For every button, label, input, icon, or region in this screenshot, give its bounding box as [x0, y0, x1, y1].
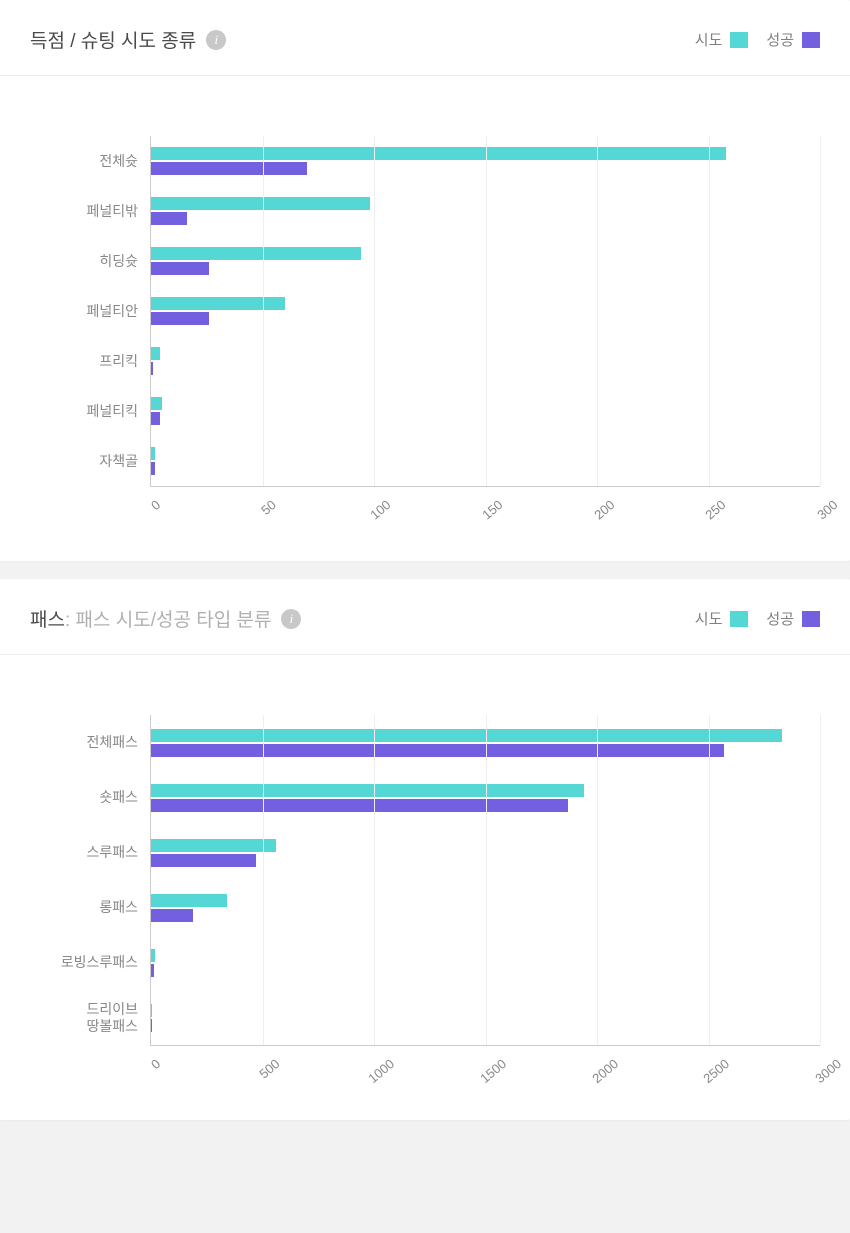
x-tick-label: 250	[703, 497, 729, 522]
x-tick-label: 3000	[812, 1056, 844, 1086]
y-axis-label: 롱패스	[30, 880, 150, 935]
gridline	[709, 715, 710, 1045]
info-icon[interactable]: i	[281, 609, 301, 629]
gridline	[820, 715, 821, 1045]
y-axis-label: 히딩슛	[30, 236, 150, 286]
y-axis-label: 자책골	[30, 436, 150, 486]
y-axis-labels: 전체패스숏패스스루패스롱패스로빙스루패스드리이브땅볼패스	[30, 715, 150, 1046]
card-title: 패스 : 패스 시도/성공 타입 분류 i	[30, 605, 301, 632]
title-subtext: : 패스 시도/성공 타입 분류	[65, 605, 271, 632]
gridlines	[151, 136, 820, 486]
title-text: 패스	[30, 605, 65, 632]
y-axis-label: 스루패스	[30, 825, 150, 880]
y-axis-label: 드리이브땅볼패스	[30, 990, 150, 1045]
swatch-success	[802, 611, 820, 627]
legend: 시도 성공	[695, 608, 820, 629]
swatch-attempt	[730, 611, 748, 627]
h-chart: 전체패스숏패스스루패스롱패스로빙스루패스드리이브땅볼패스	[30, 715, 820, 1046]
chart-area: 전체패스숏패스스루패스롱패스로빙스루패스드리이브땅볼패스 0 500 1000 150…	[0, 655, 850, 1120]
gridline	[597, 715, 598, 1045]
y-axis-label: 페널티밖	[30, 186, 150, 236]
gridline	[374, 715, 375, 1045]
x-tick-label: 150	[479, 497, 505, 522]
legend-item-attempt: 시도	[695, 29, 749, 50]
x-tick-label: 100	[368, 497, 394, 522]
pass-chart-card: 패스 : 패스 시도/성공 타입 분류 i 시도 성공 전체패스숏패스스루패스롱…	[0, 579, 850, 1120]
legend-item-success: 성공	[766, 608, 820, 629]
x-tick-label: 0	[148, 1056, 163, 1072]
x-tick-label: 2500	[701, 1056, 733, 1086]
y-axis-label: 프리킥	[30, 336, 150, 386]
h-chart: 전체슛페널티밖히딩슛페널티안프리킥페널티킥자책골	[30, 136, 820, 487]
x-tick-label: 2000	[589, 1056, 621, 1086]
scoring-chart-card: 득점 / 슈팅 시도 종류 i 시도 성공 전체슛페널티밖히딩슛페널티안프리킥페…	[0, 0, 850, 561]
legend-label-attempt: 시도	[695, 29, 723, 50]
card-header: 득점 / 슈팅 시도 종류 i 시도 성공	[0, 0, 850, 76]
y-axis-label: 전체패스	[30, 715, 150, 770]
legend-item-attempt: 시도	[695, 608, 749, 629]
x-tick-label: 1000	[366, 1056, 398, 1086]
x-axis: 050100150200250300	[150, 487, 820, 521]
y-axis-label: 페널티안	[30, 286, 150, 336]
y-axis-label: 숏패스	[30, 770, 150, 825]
legend-label-success: 성공	[766, 29, 794, 50]
legend-item-success: 성공	[766, 29, 820, 50]
x-tick-label: 500	[256, 1056, 282, 1081]
y-axis-labels: 전체슛페널티밖히딩슛페널티안프리킥페널티킥자책골	[30, 136, 150, 487]
card-header: 패스 : 패스 시도/성공 타입 분류 i 시도 성공	[0, 579, 850, 655]
title-text: 득점 / 슈팅 시도 종류	[30, 26, 196, 53]
card-title: 득점 / 슈팅 시도 종류 i	[30, 26, 226, 53]
x-tick-label: 200	[591, 497, 617, 522]
x-tick-label: 0	[148, 497, 163, 513]
gridline	[486, 715, 487, 1045]
gridline	[263, 136, 264, 486]
gridline	[374, 136, 375, 486]
gridlines	[151, 715, 820, 1045]
y-axis-label: 전체슛	[30, 136, 150, 186]
legend: 시도 성공	[695, 29, 820, 50]
info-icon[interactable]: i	[206, 30, 226, 50]
plot-area	[150, 715, 820, 1046]
swatch-attempt	[730, 32, 748, 48]
gridline	[709, 136, 710, 486]
chart-area: 전체슛페널티밖히딩슛페널티안프리킥페널티킥자책골 0 50 100 150 200 250…	[0, 76, 850, 561]
y-axis-label: 페널티킥	[30, 386, 150, 436]
swatch-success	[802, 32, 820, 48]
x-axis: 050010001500200025003000	[150, 1046, 820, 1080]
x-tick-label: 300	[814, 497, 840, 522]
gridline	[820, 136, 821, 486]
x-tick-label: 1500	[477, 1056, 509, 1086]
plot-area	[150, 136, 820, 487]
legend-label-attempt: 시도	[695, 608, 723, 629]
gridline	[263, 715, 264, 1045]
y-axis-label: 로빙스루패스	[30, 935, 150, 990]
gridline	[486, 136, 487, 486]
x-tick-label: 50	[258, 497, 279, 518]
legend-label-success: 성공	[766, 608, 794, 629]
gridline	[597, 136, 598, 486]
